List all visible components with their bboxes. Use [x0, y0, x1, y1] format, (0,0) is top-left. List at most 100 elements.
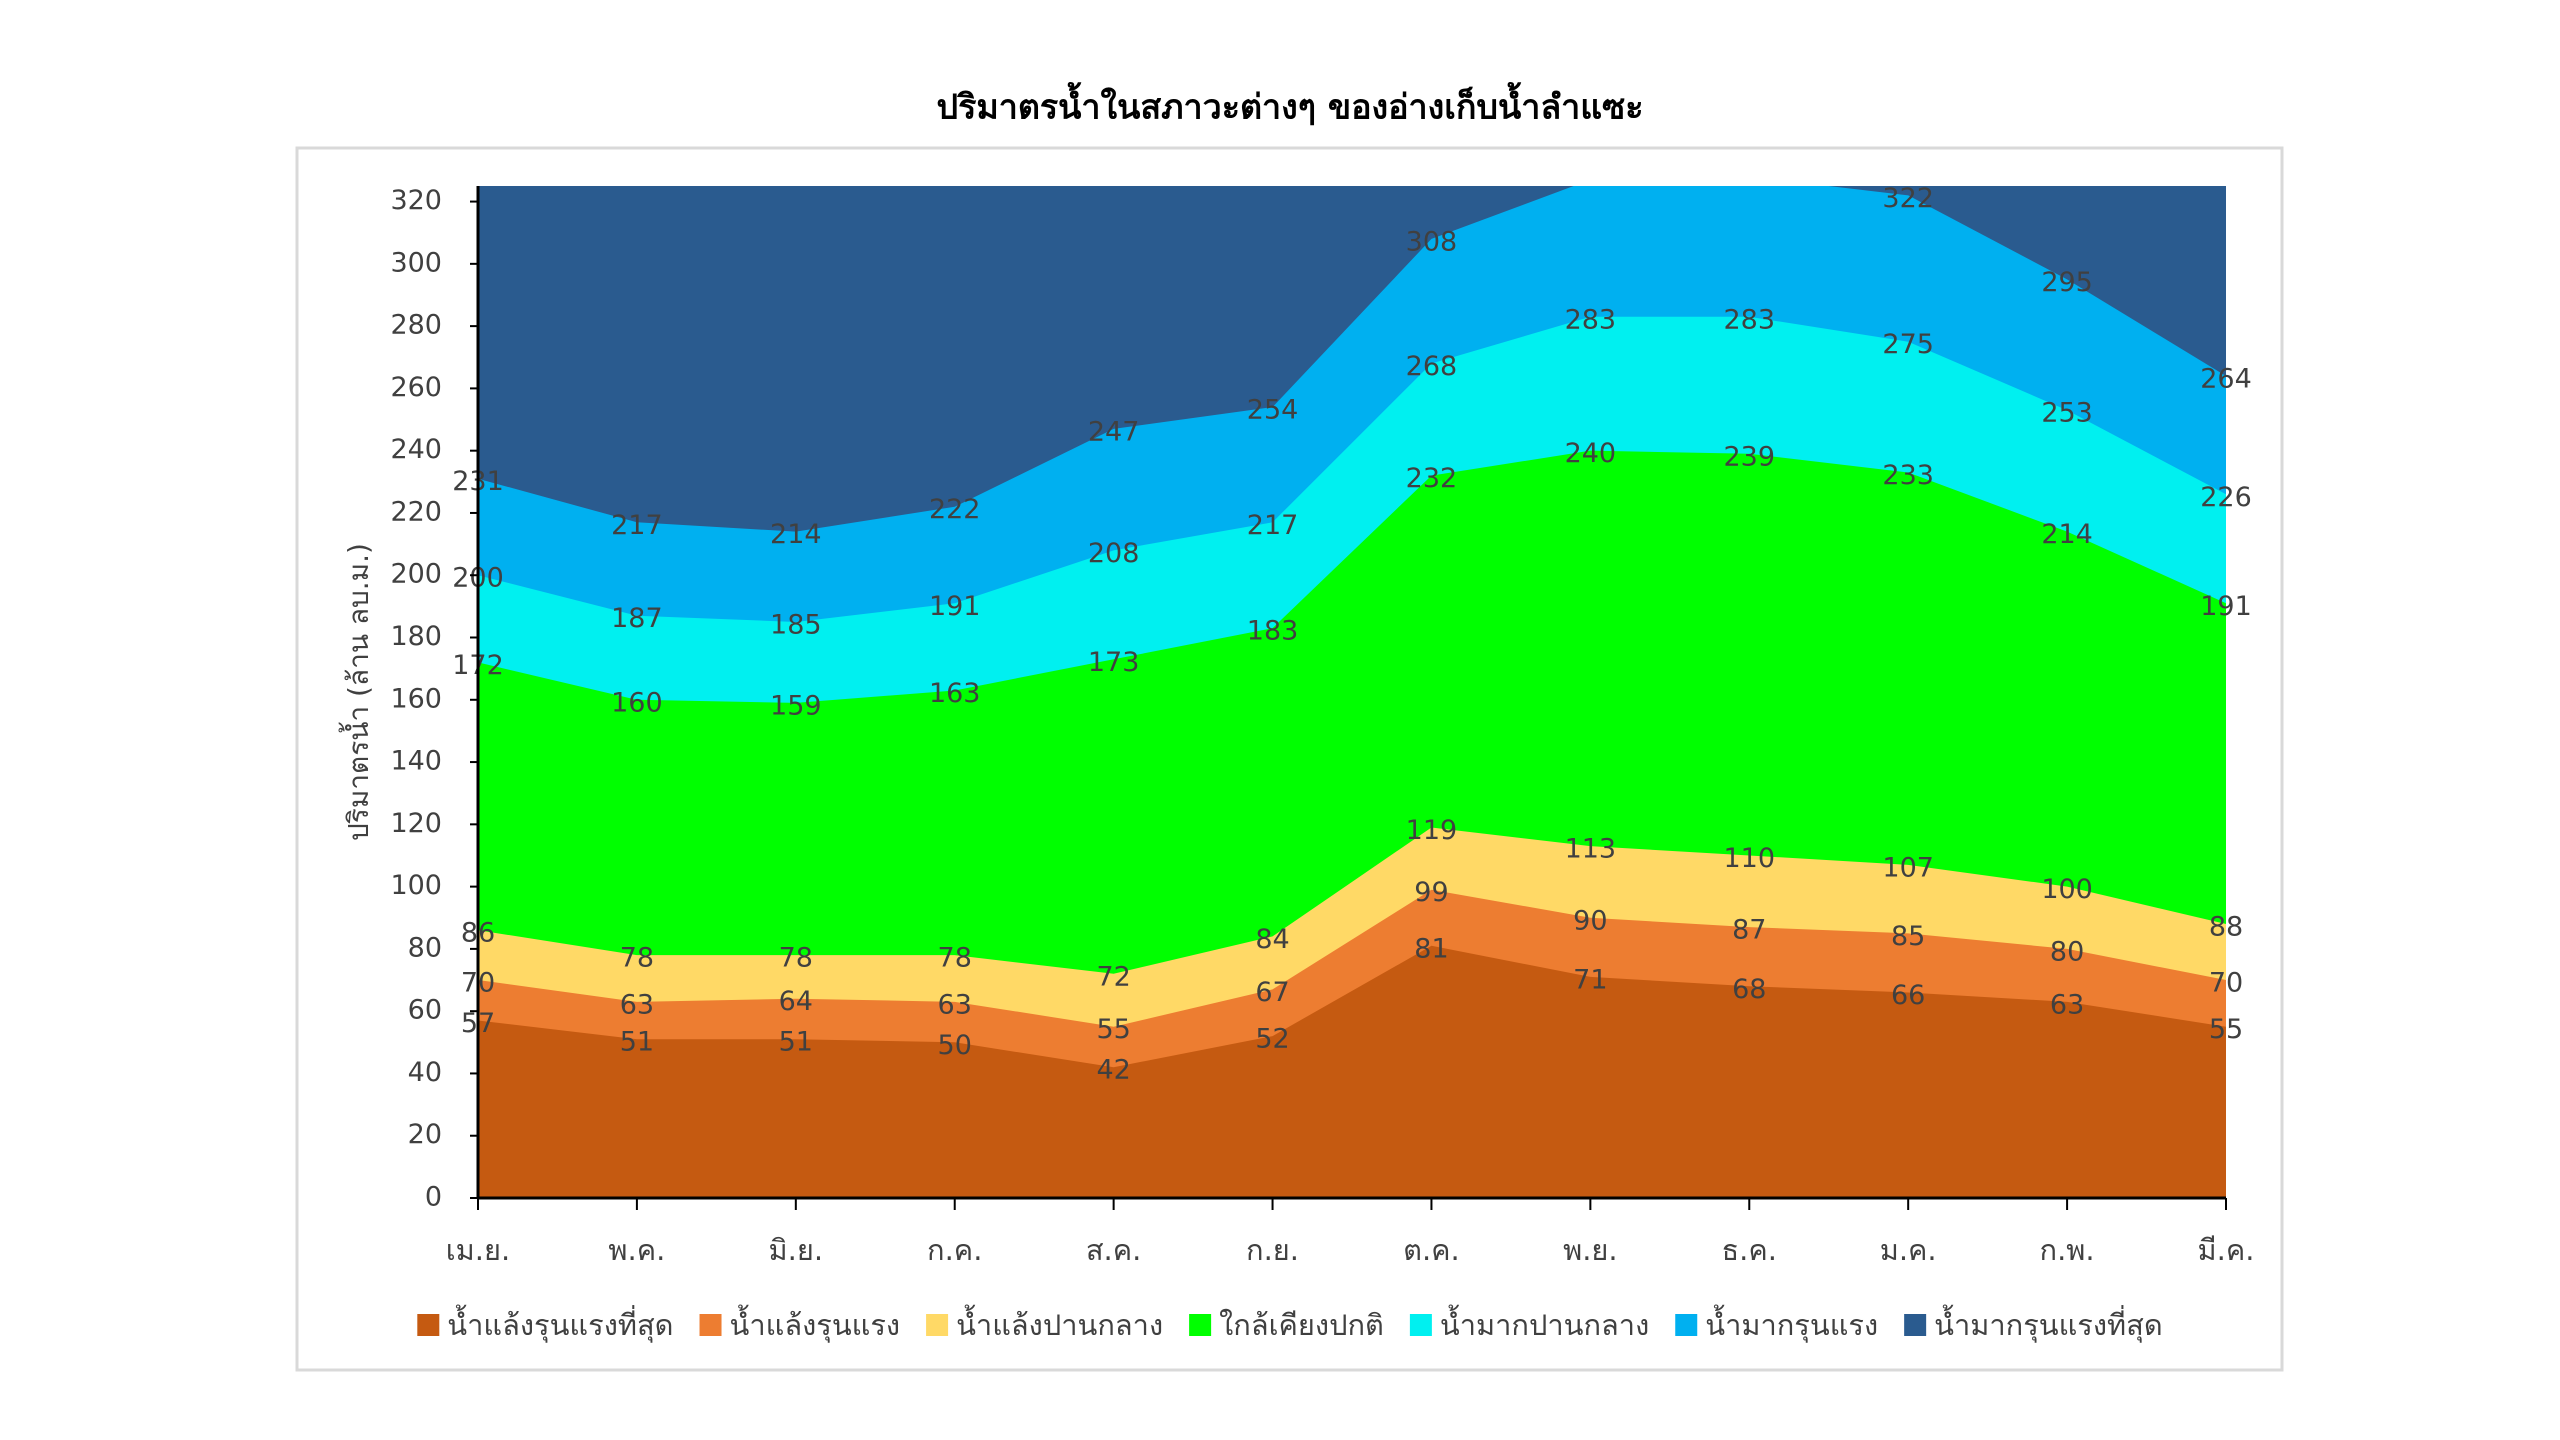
y-axis-label: ปริมาตรน้ำ (ล้าน ลบ.ม.) — [338, 543, 375, 841]
y-tick-label: 100 — [390, 870, 442, 901]
data-label: 80 — [2050, 936, 2084, 967]
data-label: 52 — [1255, 1024, 1289, 1055]
data-label: 72 — [1096, 961, 1130, 992]
data-label: 239 — [1723, 441, 1775, 472]
data-label: 183 — [1247, 616, 1299, 647]
data-label: 66 — [1891, 980, 1925, 1011]
y-tick-label: 60 — [408, 995, 442, 1026]
legend-swatch — [926, 1314, 949, 1336]
data-label: 214 — [2041, 519, 2093, 550]
data-label: 322 — [1882, 183, 1934, 214]
data-label: 159 — [770, 690, 822, 721]
data-label: 67 — [1255, 977, 1289, 1008]
x-tick-label: ต.ค. — [1403, 1233, 1460, 1267]
data-label: 191 — [2200, 591, 2252, 622]
data-label: 222 — [929, 494, 981, 525]
data-label: 51 — [779, 1027, 813, 1058]
y-tick-label: 20 — [408, 1119, 442, 1150]
data-label: 63 — [620, 989, 654, 1020]
data-label: 81 — [1414, 933, 1448, 964]
data-label: 100 — [2041, 874, 2093, 905]
data-label: 55 — [2209, 1014, 2243, 1045]
data-label: 88 — [2209, 911, 2243, 942]
data-label: 78 — [620, 943, 654, 974]
data-label: 187 — [611, 603, 663, 634]
data-label: 163 — [929, 678, 981, 709]
x-tick-label: ก.พ. — [2040, 1233, 2095, 1267]
data-label: 208 — [1088, 538, 1140, 569]
data-label: 247 — [1088, 416, 1140, 447]
y-tick-label: 120 — [390, 808, 442, 839]
legend-label: น้ำมากรุนแรงที่สุด — [1934, 1304, 2163, 1343]
data-label: 308 — [1406, 226, 1458, 257]
data-label: 160 — [611, 687, 663, 718]
data-label: 110 — [1723, 843, 1775, 874]
data-label: 99 — [1414, 877, 1448, 908]
legend-label: น้ำแล้งรุนแรงที่สุด — [447, 1304, 673, 1343]
data-label: 64 — [779, 986, 813, 1017]
data-label: 283 — [1565, 304, 1617, 335]
data-label: 191 — [929, 591, 981, 622]
y-tick-label: 180 — [390, 621, 442, 652]
legend: น้ำแล้งรุนแรงที่สุด น้ำแล้งรุนแรง น้ำแล้งป… — [417, 1304, 2163, 1343]
data-label: 87 — [1732, 915, 1766, 946]
data-label: 51 — [620, 1027, 654, 1058]
data-label: 63 — [938, 989, 972, 1020]
legend-swatch — [699, 1314, 722, 1336]
y-tick-label: 40 — [408, 1057, 442, 1088]
y-tick-label: 200 — [390, 559, 442, 590]
data-label: 63 — [2050, 989, 2084, 1020]
data-label: 71 — [1573, 964, 1607, 995]
data-label: 78 — [779, 943, 813, 974]
y-tick-label: 160 — [390, 683, 442, 714]
data-label: 113 — [1565, 834, 1617, 865]
chart-title: ปริมาตรน้ำในสภาวะต่างๆ ของอ่างเก็บน้ำลำแ… — [936, 82, 1643, 128]
legend-swatch — [1409, 1314, 1432, 1336]
data-label: 70 — [2209, 968, 2243, 999]
x-tick-label: พ.ค. — [608, 1233, 665, 1267]
x-tick-label: มิ.ย. — [769, 1233, 824, 1267]
y-tick-label: 240 — [390, 434, 442, 465]
data-label: 84 — [1255, 924, 1289, 955]
data-label: 78 — [938, 943, 972, 974]
data-label: 240 — [1565, 438, 1617, 469]
y-tick-label: 300 — [390, 247, 442, 278]
data-label: 264 — [2200, 363, 2252, 394]
x-tick-label: ธ.ค. — [1721, 1233, 1777, 1267]
legend-label: ใกล้เคียงปกติ — [1219, 1308, 1384, 1342]
y-tick-label: 320 — [390, 185, 442, 216]
legend-label: น้ำแล้งปานกลาง — [956, 1304, 1163, 1342]
data-label: 68 — [1732, 974, 1766, 1005]
data-label: 214 — [770, 519, 822, 550]
data-label: 253 — [2041, 398, 2093, 429]
legend-swatch — [417, 1314, 440, 1336]
y-tick-label: 0 — [425, 1182, 442, 1213]
data-label: 42 — [1096, 1055, 1130, 1086]
data-label: 173 — [1088, 647, 1140, 678]
legend-swatch — [1904, 1314, 1927, 1336]
y-tick-label: 260 — [390, 372, 442, 403]
data-label: 217 — [1247, 510, 1299, 541]
legend-swatch — [1675, 1314, 1698, 1336]
data-label: 185 — [770, 609, 822, 640]
data-label: 90 — [1573, 905, 1607, 936]
data-label: 268 — [1406, 351, 1458, 382]
x-tick-label: ส.ค. — [1086, 1233, 1142, 1267]
data-label: 295 — [2041, 267, 2093, 298]
x-tick-label: เม.ย. — [446, 1233, 510, 1267]
x-tick-label: มี.ค. — [2198, 1233, 2255, 1267]
data-label: 232 — [1406, 463, 1458, 494]
legend-swatch — [1189, 1314, 1212, 1336]
y-tick-label: 80 — [408, 932, 442, 963]
data-label: 283 — [1723, 304, 1775, 335]
y-tick-label: 280 — [390, 310, 442, 341]
data-label: 50 — [938, 1030, 972, 1061]
data-label: 254 — [1247, 395, 1299, 426]
plot-area — [478, 186, 2226, 1198]
data-label: 55 — [1096, 1014, 1130, 1045]
data-label: 119 — [1406, 815, 1458, 846]
data-label: 226 — [2200, 482, 2252, 513]
legend-label: น้ำมากรุนแรง — [1705, 1304, 1878, 1343]
data-label: 107 — [1882, 852, 1934, 883]
